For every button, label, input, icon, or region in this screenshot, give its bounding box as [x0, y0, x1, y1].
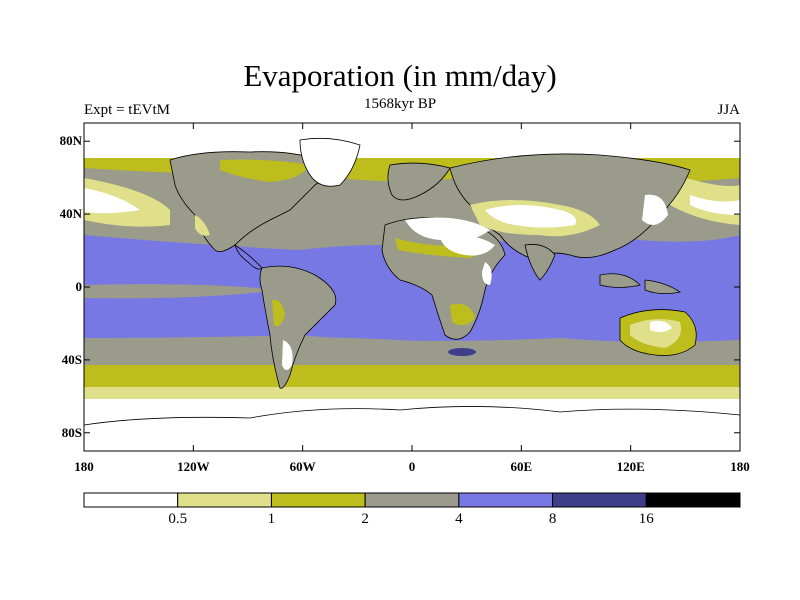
central-america [234, 244, 263, 270]
nw-pacific-dry [690, 195, 740, 215]
colorbar-level-5: 16 [638, 511, 654, 527]
andes-band [272, 299, 285, 327]
colorbar-level-0: 0.5 [168, 511, 188, 527]
colorbar-segment-2 [270, 492, 366, 508]
chart-title: Evaporation (in mm/day) [243, 58, 557, 93]
lon-label-0: 180 [74, 459, 94, 474]
equatorial-tongue [84, 284, 280, 299]
borneo [599, 273, 641, 288]
experiment-label: Expt = tEVtM [84, 102, 170, 118]
central-asia-dry [485, 205, 576, 228]
colorbar-level-3: 4 [455, 511, 463, 527]
colorbar [83, 492, 741, 508]
sahara-dry [405, 217, 490, 242]
lat-label-0: 80N [59, 133, 82, 149]
sahel-band [395, 238, 475, 258]
east-asia-dry [642, 194, 668, 225]
period-label: 1568kyr BP [363, 96, 437, 112]
lat-label-3: 40S [61, 351, 82, 367]
colorbar-segment-4 [458, 492, 554, 508]
canada-band [220, 159, 310, 182]
east-africa-dry [482, 262, 492, 285]
south-africa-band [450, 303, 475, 326]
lat-label-2: 0 [75, 279, 83, 294]
antarctica [84, 406, 740, 451]
southern-band-05-1 [84, 387, 740, 399]
season-label: JJA [717, 102, 740, 118]
new-guinea [644, 279, 682, 294]
colorbar-level-4: 8 [548, 511, 557, 527]
south-america [259, 265, 337, 389]
southern-band-1-2 [84, 365, 740, 387]
colorbar-level-2: 2 [361, 511, 369, 527]
map-fill-layer [84, 123, 740, 451]
europe [387, 162, 451, 201]
colorbar-segment-5 [552, 492, 647, 508]
greenland [299, 137, 361, 187]
mexico-dry [195, 215, 210, 236]
lon-label-1: 120W [177, 459, 210, 474]
colorbar-segment-3 [364, 492, 460, 508]
lon-label-6: 180 [730, 459, 750, 474]
map-ticks [83, 123, 741, 451]
colorbar-segment-0 [83, 492, 179, 508]
colorbar-segment-1 [177, 492, 272, 508]
india [524, 244, 556, 281]
north-pacific-dry [84, 188, 140, 214]
lat-label-4: 80S [61, 424, 82, 440]
lon-label-4: 60E [510, 459, 533, 474]
colorbar-level-1: 1 [267, 511, 276, 527]
patagonia-dry [282, 340, 293, 370]
lat-label-1: 40N [59, 206, 82, 222]
arabia-dry [440, 235, 495, 256]
australia-dry [650, 320, 672, 333]
high-evaporation-patch [448, 348, 476, 356]
lon-label-2: 60W [289, 459, 316, 474]
lon-label-3: 0 [408, 459, 416, 474]
colorbar-segment-6 [645, 492, 741, 508]
lon-label-5: 120E [616, 459, 645, 474]
